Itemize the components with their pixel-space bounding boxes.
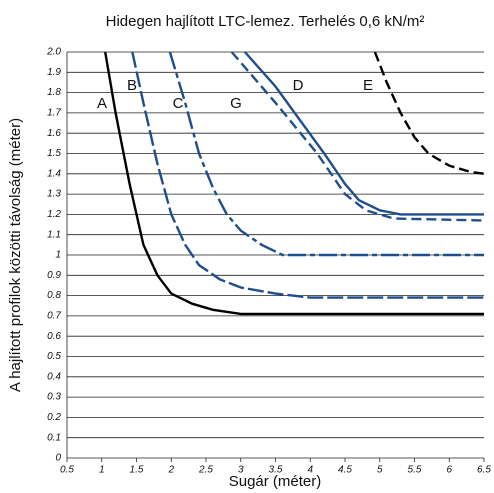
x-tick-label: 3 [238, 465, 244, 476]
x-tick-label: 4 [307, 465, 313, 476]
series-label: G [230, 95, 242, 112]
y-tick-label: 1.6 [47, 128, 61, 139]
y-tick-label: 0.7 [47, 311, 61, 322]
x-tick-label: 6 [446, 465, 452, 476]
y-tick-label: 0.6 [47, 331, 61, 342]
x-tick-label: 5 [377, 465, 383, 476]
series-label: E [363, 77, 373, 94]
y-tick-label: 1.8 [47, 87, 61, 98]
y-tick-label: 0.2 [47, 412, 61, 423]
series-label: D [293, 77, 304, 94]
y-tick-label: 0.8 [47, 290, 61, 301]
y-tick-label: 0.5 [47, 351, 61, 362]
y-tick-label: 1.9 [47, 67, 61, 78]
y-axis-label: A hajlított profilok közötti távolság (m… [7, 118, 24, 392]
x-axis-label: Sugár (méter) [229, 473, 322, 490]
y-tick-label: 1.1 [47, 229, 61, 240]
y-tick-label: 0.1 [47, 432, 61, 443]
y-tick-label: 0.4 [47, 371, 61, 382]
chart-title: Hidegen hajlított LTC-lemez. Terhelés 0,… [106, 13, 425, 30]
x-tick-label: 1 [99, 465, 105, 476]
y-tick-label: 1.7 [47, 108, 61, 119]
x-tick-label: 5.5 [408, 465, 422, 476]
y-tick-label: 1.4 [47, 168, 61, 179]
x-tick-label: 2.5 [198, 465, 213, 476]
x-tick-label: 4.5 [338, 465, 352, 476]
line-series [168, 51, 484, 257]
line-series [104, 51, 484, 316]
y-tick-label: 1.3 [47, 189, 61, 200]
line-series [131, 51, 484, 299]
y-tick-label: 0.9 [47, 270, 61, 281]
x-tick-label: 6.5 [477, 465, 491, 476]
x-tick-label: 3.5 [269, 465, 283, 476]
y-tick-label: 2.0 [46, 47, 61, 58]
line-series [373, 51, 485, 175]
x-tick-label: 2 [167, 465, 174, 476]
x-tick-label: 1.5 [130, 465, 144, 476]
series-label: C [173, 95, 184, 112]
line-series [230, 51, 485, 222]
y-tick-label: 1.5 [47, 148, 61, 159]
line-series [244, 51, 484, 216]
y-tick-label: 1.2 [47, 209, 61, 220]
x-tick-label: 0.5 [60, 465, 74, 476]
y-tick-label: 0 [55, 453, 61, 464]
y-tick-label: 0.3 [47, 392, 61, 403]
series-label: A [97, 95, 107, 112]
series-label: B [127, 77, 137, 94]
y-tick-label: 1 [55, 250, 61, 261]
